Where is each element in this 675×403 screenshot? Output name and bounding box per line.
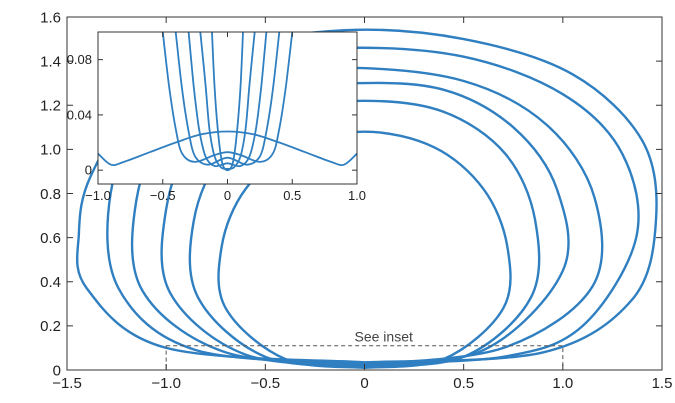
main-y-tick-label: 0 [53,362,61,379]
main-x-tick-label: 1.0 [552,375,573,392]
main-y-tick-label: 1.4 [40,53,61,70]
main-y-tick-label: 0.4 [40,274,61,291]
inset-series-line-6 [211,32,244,172]
inset-series-line-1 [98,130,357,167]
main-y-tick-label: 0.8 [40,186,61,203]
main-series-line-5 [106,46,640,365]
inset-x-tick-label: 0.5 [283,188,301,203]
inset-y-tick-label: 0.08 [67,52,92,67]
inset-y-tick-label: 0.04 [67,107,92,122]
inset-series-line-3 [174,32,281,166]
inset-x-tick-label: 1.0 [348,188,366,203]
main-x-tick-label: 0.5 [453,375,474,392]
inset-x-tick-label: 0 [224,188,231,203]
main-y-tick-label: 1.0 [40,142,61,159]
main-y-tick-label: 1.2 [40,98,61,115]
inset-plot-area [98,32,357,184]
main-y-tick-label: 1.6 [40,9,61,26]
main-plot: See inset −1.5 −1.0 −0.5 0 0.5 1.0 1.5 0 0.2 0.4 0.… [40,9,672,392]
inset-series-group [98,32,357,172]
inset-y-tick-label: 0 [85,163,92,178]
main-series-line-6 [75,28,658,364]
main-x-tick-label: −1.5 [52,375,82,392]
inset-x-tick-label: −1.0 [85,188,111,203]
main-y-tick-label: 0.2 [40,318,61,335]
main-x-tick-label: 0 [360,375,368,392]
inset-plot: −1.0 −0.5 0 0.5 1.0 0 0.04 0.08 [67,31,366,203]
main-series-line-2 [188,99,541,368]
inset-x-tick-label: −0.5 [150,188,176,203]
main-x-tick-label: −1.0 [151,375,181,392]
main-series-line-1 [217,130,512,369]
inset-series-line-5 [199,32,256,170]
main-x-tick-label: −0.5 [251,375,281,392]
inset-series-line-2 [161,32,294,163]
main-y-tick-label: 0.6 [40,230,61,247]
main-x-tick-label: 1.5 [652,375,673,392]
inset-series-line-4 [187,32,268,168]
see-inset-annotation: See inset [355,329,413,345]
